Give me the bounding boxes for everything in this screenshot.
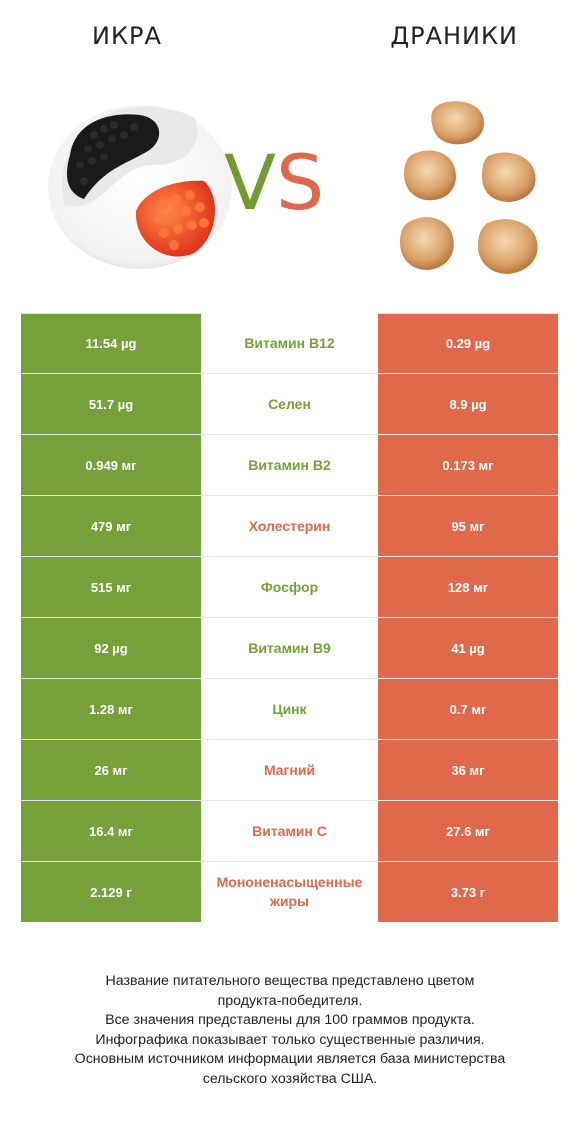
left-value: 2.129 г xyxy=(21,862,201,922)
footer-note: Название питательного вещества представл… xyxy=(20,972,560,1089)
right-value: 0.7 мг xyxy=(378,679,558,739)
caviar-image xyxy=(48,105,232,269)
left-value: 1.28 мг xyxy=(21,679,201,739)
right-product-title: ДРАНИКИ xyxy=(390,22,518,50)
left-value: 92 µg xyxy=(21,618,201,678)
comparison-row: 92 µg Витамин B9 41 µg xyxy=(21,618,558,679)
right-value: 0.29 µg xyxy=(378,313,558,373)
comparison-row: 479 мг Холестерин 95 мг xyxy=(21,496,558,557)
nutrient-name: Фосфор xyxy=(260,578,319,595)
nutrient-name: Витамин B12 xyxy=(244,334,335,351)
comparison-row: 2.129 г Мононенасыщенные жиры 3.73 г xyxy=(21,862,558,922)
footer-line: Основным источником информации является … xyxy=(74,1051,506,1067)
right-value: 3.73 г xyxy=(378,862,558,922)
left-value: 11.54 µg xyxy=(21,313,201,373)
comparison-table: 11.54 µg Витамин B12 0.29 µg 51.7 µg Селен 8.… xyxy=(21,313,558,922)
comparison-row: 51.7 µg Селен 8.9 µg xyxy=(21,374,558,435)
right-value: 128 мг xyxy=(378,557,558,617)
footer-line: Все значения представлены для 100 граммо… xyxy=(105,1012,475,1028)
comparison-row: 11.54 µg Витамин B12 0.29 µg xyxy=(21,313,558,374)
left-product-title: ИКРА xyxy=(92,22,162,50)
left-value: 479 мг xyxy=(21,496,201,556)
right-value: 41 µg xyxy=(378,618,558,678)
vs-label: VS xyxy=(224,128,324,238)
footer-line: Название питательного вещества представл… xyxy=(105,973,475,989)
nutrient-name: Холестерин xyxy=(248,517,331,534)
nutrient-name: Витамин C xyxy=(252,822,327,839)
nutrient-name: Селен xyxy=(268,395,311,412)
nutrient-name: Витамин B9 xyxy=(248,639,331,656)
nutrient-name: Витамин B2 xyxy=(248,456,331,473)
footer-line: сельского хозяйства США. xyxy=(202,1070,378,1087)
nutrient-name: Цинк xyxy=(272,700,307,717)
nutrient-name: Мононенасыщенные жиры xyxy=(216,874,363,909)
right-value: 95 мг xyxy=(378,496,558,556)
draniki-image xyxy=(400,101,538,274)
right-value: 27.6 мг xyxy=(378,801,558,861)
right-value: 0.173 мг xyxy=(378,435,558,495)
vs-v-letter: V xyxy=(224,138,276,227)
comparison-row: 1.28 мг Цинк 0.7 мг xyxy=(21,679,558,740)
vs-s-letter: S xyxy=(276,138,325,227)
left-value: 16.4 мг xyxy=(21,801,201,861)
left-value: 51.7 µg xyxy=(21,374,201,434)
left-value: 26 мг xyxy=(21,740,201,800)
comparison-row: 515 мг Фосфор 128 мг xyxy=(21,557,558,618)
footer-line: Инфографика показывает только существенн… xyxy=(95,1031,485,1048)
nutrient-name: Магний xyxy=(263,761,316,778)
comparison-row: 0.949 мг Витамин B2 0.173 мг xyxy=(21,435,558,496)
left-value: 0.949 мг xyxy=(21,435,201,495)
comparison-row: 26 мг Магний 36 мг xyxy=(21,740,558,801)
footer-line: продукта-победителя. xyxy=(217,992,363,1009)
comparison-row: 16.4 мг Витамин C 27.6 мг xyxy=(21,801,558,862)
right-value: 8.9 µg xyxy=(378,374,558,434)
left-value: 515 мг xyxy=(21,557,201,617)
right-value: 36 мг xyxy=(378,740,558,800)
